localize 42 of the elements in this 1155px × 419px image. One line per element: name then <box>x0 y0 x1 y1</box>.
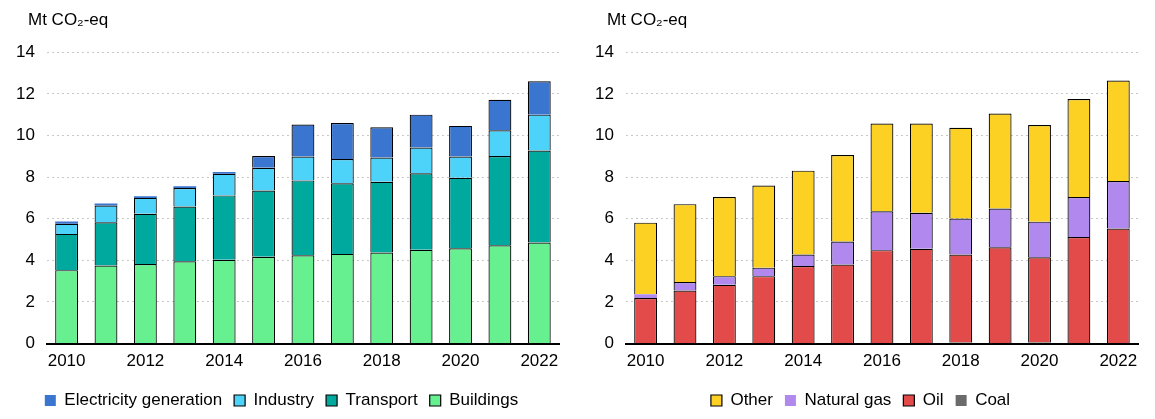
y-tick-label: 8 <box>25 166 35 186</box>
y-tick-label: 6 <box>604 208 614 228</box>
y-tick-label: 2 <box>604 291 614 311</box>
x-tick-label: 2020 <box>441 351 480 371</box>
x-tick-label: 2018 <box>941 351 980 371</box>
y-tick-label: 0 <box>25 333 35 353</box>
legend-label: Transport <box>345 390 418 410</box>
legend-label: Coal <box>975 390 1011 410</box>
x-tick-label: 2016 <box>863 351 901 371</box>
x-tick-label: 2020 <box>1020 351 1059 371</box>
legend-label: Industry <box>253 390 315 410</box>
y-tick-label: 12 <box>594 83 614 103</box>
legend-label: Natural gas <box>804 390 892 410</box>
y-axis-title: Mt CO₂-eq <box>607 10 688 30</box>
bar <box>94 203 118 206</box>
x-tick-label: 2022 <box>520 351 559 371</box>
y-tick-label: 6 <box>25 208 35 228</box>
legend-label: Other <box>730 390 774 410</box>
y-tick-label: 4 <box>604 250 614 270</box>
x-tick-label: 2012 <box>126 351 165 371</box>
y-tick-label: 4 <box>25 250 35 270</box>
y-tick-label: 10 <box>15 125 35 145</box>
x-tick-label: 2018 <box>362 351 401 371</box>
legend-label: Electricity generation <box>64 390 223 410</box>
x-tick-label: 2012 <box>705 351 744 371</box>
y-tick-label: 8 <box>604 166 614 186</box>
y-tick-label: 0 <box>604 333 614 353</box>
x-tick-label: 2016 <box>284 351 322 371</box>
x-tick-label: 2022 <box>1099 351 1138 371</box>
x-tick-label: 2014 <box>784 351 823 371</box>
x-tick-label: 2010 <box>626 351 665 371</box>
y-axis-title: Mt CO₂-eq <box>28 10 109 30</box>
y-tick-label: 12 <box>15 83 35 103</box>
legend-label: Buildings <box>449 390 519 410</box>
x-tick-label: 2014 <box>205 351 244 371</box>
bar <box>55 221 79 224</box>
x-tick-label: 2010 <box>47 351 86 371</box>
y-tick-label: 14 <box>15 41 35 61</box>
y-tick-label: 10 <box>594 125 614 145</box>
y-tick-label: 2 <box>25 291 35 311</box>
legend-label: Oil <box>922 390 944 410</box>
y-tick-label: 14 <box>594 41 614 61</box>
